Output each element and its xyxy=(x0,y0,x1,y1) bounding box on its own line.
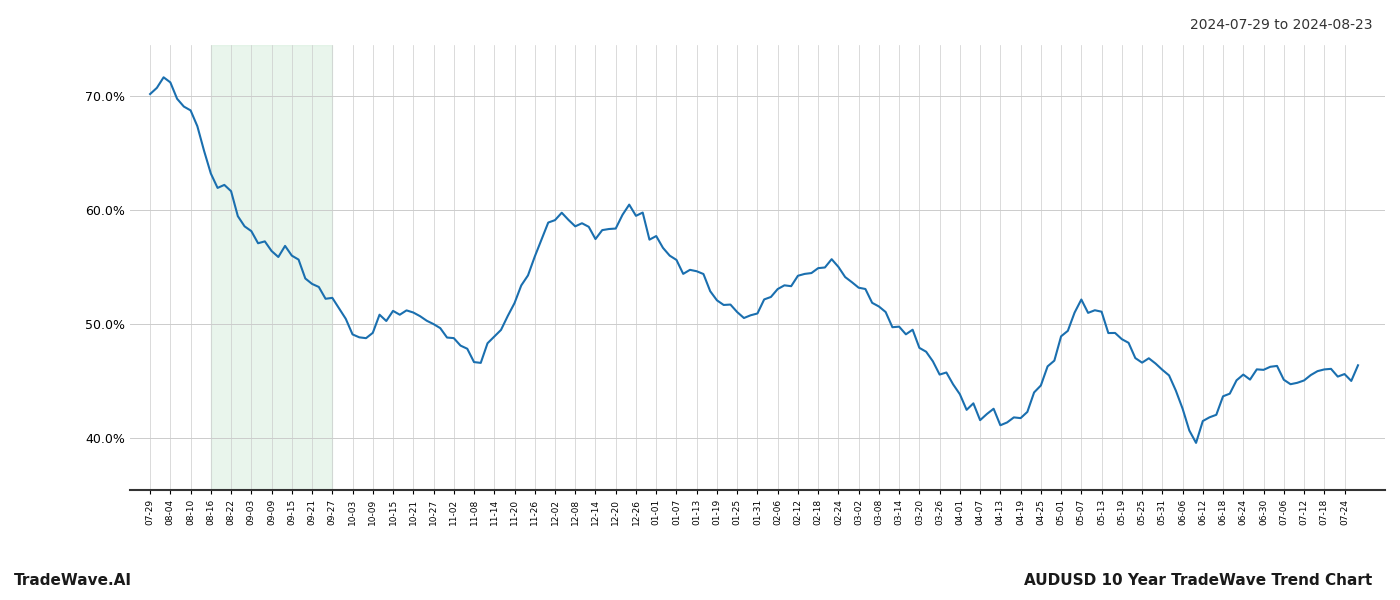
Text: TradeWave.AI: TradeWave.AI xyxy=(14,573,132,588)
Text: AUDUSD 10 Year TradeWave Trend Chart: AUDUSD 10 Year TradeWave Trend Chart xyxy=(1023,573,1372,588)
Bar xyxy=(211,45,332,490)
Text: 2024-07-29 to 2024-08-23: 2024-07-29 to 2024-08-23 xyxy=(1190,18,1372,32)
